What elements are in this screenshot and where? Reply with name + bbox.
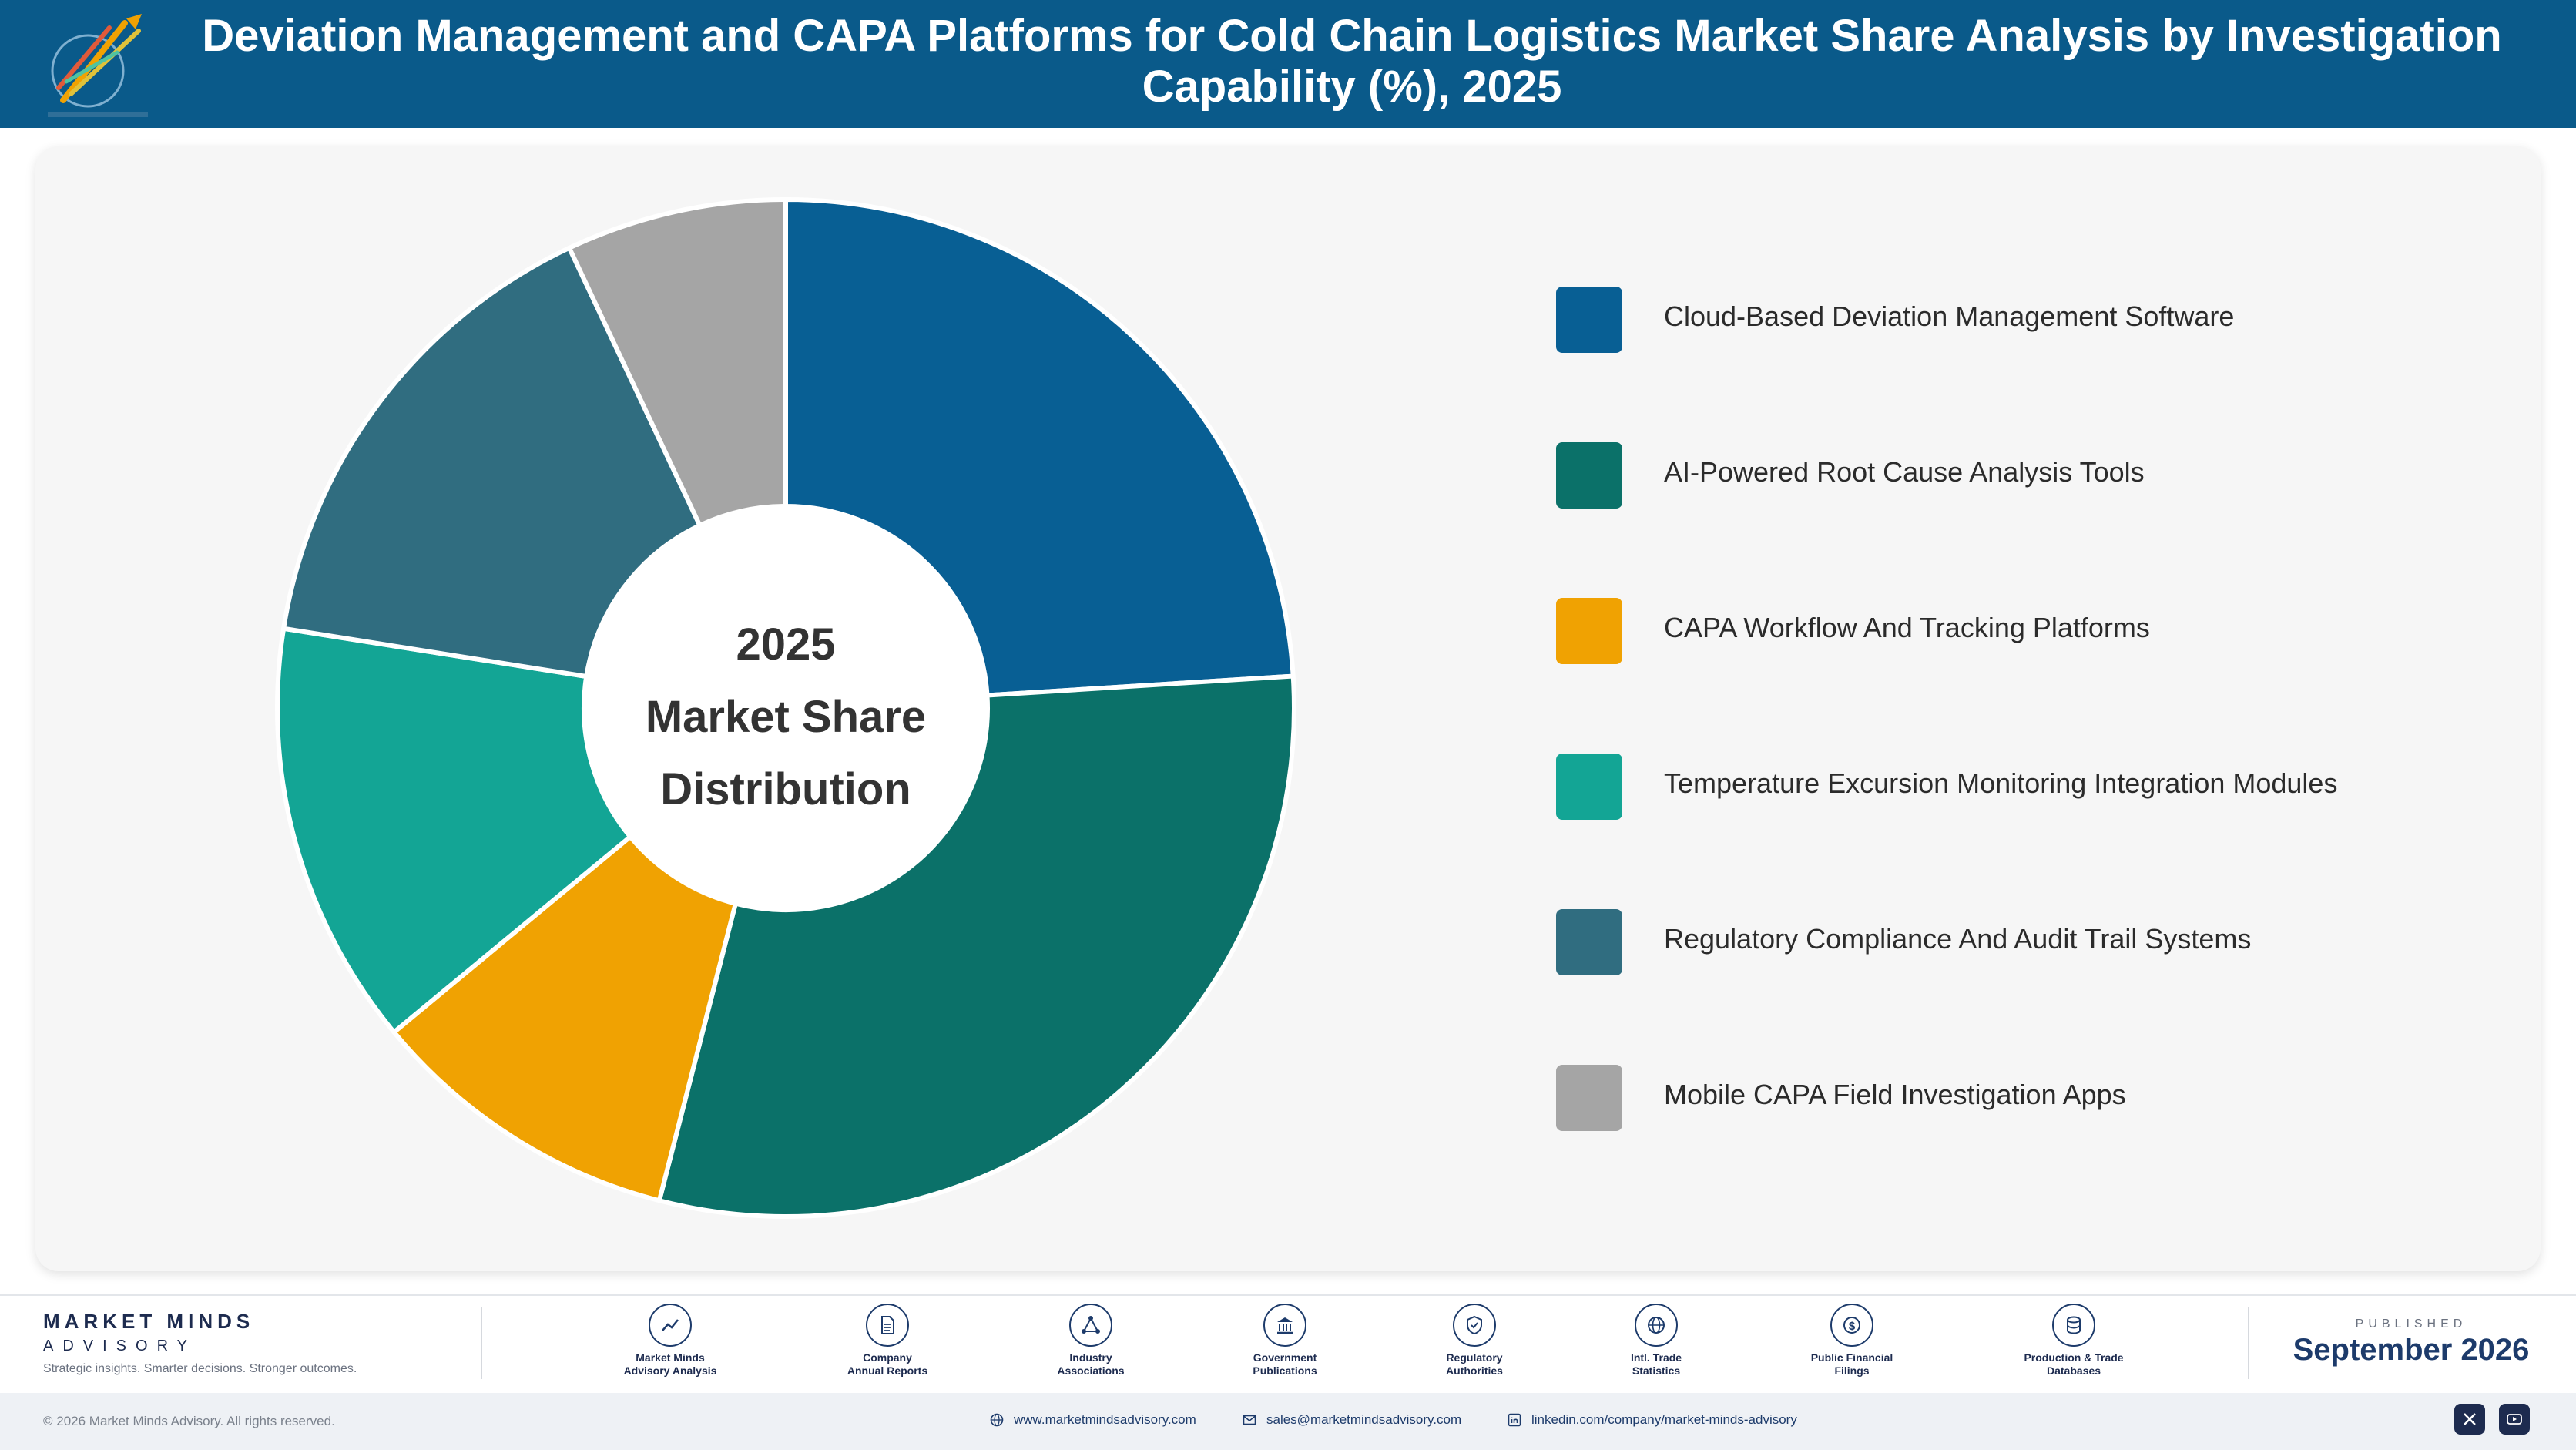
brand-name: MARKET MINDS [43, 1310, 255, 1333]
svg-text:$: $ [1849, 1320, 1856, 1333]
legend-label: Cloud-Based Deviation Management Softwar… [1664, 300, 2235, 332]
legend-label: CAPA Workflow And Tracking Platforms [1664, 612, 2150, 643]
source-regulatory-authorities: Regulatory Authorities [1390, 1304, 1559, 1378]
source-label-line-2: Authorities [1446, 1364, 1503, 1377]
source-label-line-2: Databases [2046, 1364, 2101, 1377]
source-market-minds-analysis: Market Minds Advisory Analysis [585, 1304, 755, 1378]
legend-item: Temperature Excursion Monitoring Integra… [1556, 754, 2480, 820]
center-label-year: 2025 [736, 619, 836, 670]
legend-swatch [1556, 442, 1622, 509]
center-label-line-2: Market Share [645, 692, 927, 742]
globe-icon [1635, 1304, 1678, 1347]
source-label-line-1: Public Financial [1810, 1351, 1893, 1364]
chart-title-line-2: Capability (%), 2025 [1142, 62, 1562, 112]
email-link[interactable]: sales@marketmindsadvisory.com [1242, 1412, 1461, 1428]
source-label-line-1: Government [1253, 1351, 1317, 1364]
legend-item: Cloud-Based Deviation Management Softwar… [1556, 287, 2480, 353]
published-date: September 2026 [2293, 1333, 2530, 1367]
legend-label: AI-Powered Root Cause Analysis Tools [1664, 456, 2145, 488]
legend-item: Regulatory Compliance And Audit Trail Sy… [1556, 909, 2480, 975]
website-link[interactable]: www.marketmindsadvisory.com [989, 1412, 1196, 1428]
source-production-trade-databases: Production & Trade Databases [1989, 1304, 2158, 1378]
government-building-icon [1263, 1304, 1306, 1347]
source-company-reports: Company Annual Reports [803, 1304, 972, 1378]
source-label-line-1: Regulatory [1446, 1351, 1503, 1364]
legend-swatch [1556, 287, 1622, 353]
copyright-text: © 2026 Market Minds Advisory. All rights… [43, 1414, 335, 1428]
document-icon [866, 1304, 909, 1347]
legend-label: Temperature Excursion Monitoring Integra… [1664, 767, 2338, 799]
brand-subtitle: ADVISORY [43, 1338, 196, 1354]
center-label-line-3: Distribution [660, 764, 911, 814]
source-label-line-1: Intl. Trade [1630, 1351, 1682, 1364]
source-label-line-2: Statistics [1632, 1364, 1681, 1377]
published-label: PUBLISHED [2355, 1317, 2467, 1331]
header-bar: Deviation Management and CAPA Platforms … [0, 0, 2576, 128]
linkedin-link[interactable]: linkedin.com/company/market-minds-adviso… [1507, 1412, 1797, 1428]
x-icon[interactable] [2454, 1404, 2485, 1435]
email-text: sales@marketmindsadvisory.com [1266, 1412, 1462, 1427]
website-text: www.marketmindsadvisory.com [1014, 1412, 1196, 1427]
source-label-line-2: Publications [1253, 1364, 1317, 1377]
source-industry-associations: Industry Associations [1006, 1304, 1176, 1378]
legend-item: CAPA Workflow And Tracking Platforms [1556, 598, 2480, 664]
source-label-line-1: Market Minds [636, 1351, 705, 1364]
legend-swatch [1556, 598, 1622, 664]
youtube-icon[interactable] [2499, 1404, 2530, 1435]
network-icon [1069, 1304, 1112, 1347]
source-government-publications: Government Publications [1200, 1304, 1370, 1378]
source-label-line-1: Company [863, 1351, 912, 1364]
chart-title: Deviation Management and CAPA Platforms … [177, 11, 2527, 112]
source-trade-statistics: Intl. Trade Statistics [1571, 1304, 1741, 1378]
market-minds-logo-icon [48, 14, 148, 117]
chart-title-line-1: Deviation Management and CAPA Platforms … [202, 11, 2502, 61]
database-icon [2052, 1304, 2095, 1347]
source-label-line-2: Filings [1834, 1364, 1870, 1377]
legend-swatch [1556, 1065, 1622, 1131]
donut-chart [277, 200, 1295, 1217]
source-label-line-2: Associations [1057, 1364, 1125, 1377]
legend-label: Mobile CAPA Field Investigation Apps [1664, 1079, 2126, 1110]
mail-icon [1243, 1415, 1256, 1425]
bottom-bar [0, 1393, 2576, 1450]
source-label-line-2: Advisory Analysis [623, 1364, 717, 1377]
legend-swatch [1556, 754, 1622, 820]
source-public-financial-filings: $ Public Financial Filings [1767, 1304, 1937, 1378]
donut-center-label: 2025 Market Share Distribution [632, 609, 940, 826]
globe-icon [990, 1413, 1004, 1427]
source-label-line-1: Industry [1069, 1351, 1112, 1364]
brand-tagline: Strategic insights. Smarter decisions. S… [43, 1362, 357, 1375]
legend-label: Regulatory Compliance And Audit Trail Sy… [1664, 923, 2252, 955]
linkedin-text: linkedin.com/company/market-minds-adviso… [1531, 1412, 1797, 1427]
footer-divider [481, 1307, 482, 1379]
linkedin-icon [1508, 1413, 1521, 1427]
source-label-line-2: Annual Reports [847, 1364, 928, 1377]
trend-chart-icon [649, 1304, 692, 1347]
footer-divider [2248, 1307, 2249, 1379]
source-label-line-1: Production & Trade [2024, 1351, 2124, 1364]
legend-item: AI-Powered Root Cause Analysis Tools [1556, 442, 2480, 509]
shield-check-icon [1453, 1304, 1496, 1347]
donut-hole [584, 506, 988, 910]
legend-swatch [1556, 909, 1622, 975]
dollar-coin-icon: $ [1830, 1304, 1873, 1347]
legend-item: Mobile CAPA Field Investigation Apps [1556, 1065, 2480, 1131]
